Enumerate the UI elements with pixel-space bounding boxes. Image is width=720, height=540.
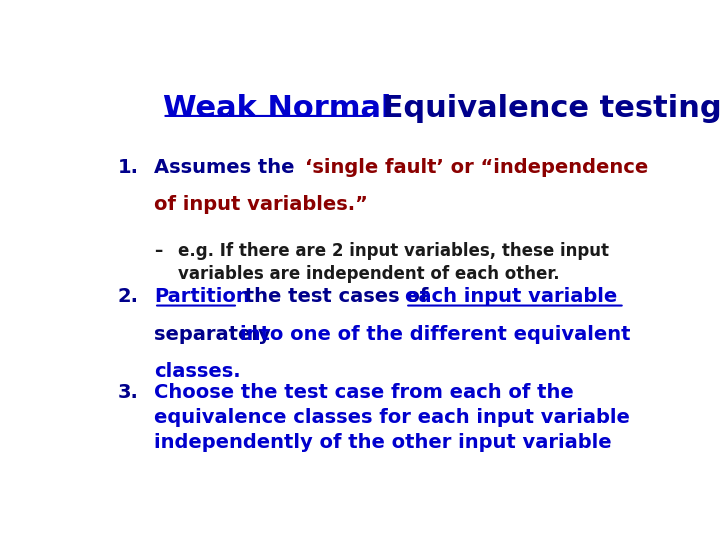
- Text: –: –: [154, 241, 163, 260]
- Text: e.g. If there are 2 input variables, these input
variables are independent of ea: e.g. If there are 2 input variables, the…: [178, 241, 609, 283]
- Text: of input variables.”: of input variables.”: [154, 194, 368, 213]
- Text: Choose the test case from each of the
equivalence classes for each input variabl: Choose the test case from each of the eq…: [154, 383, 630, 452]
- Text: 1.: 1.: [118, 158, 139, 177]
- Text: into one of the different equivalent: into one of the different equivalent: [240, 325, 630, 343]
- Text: Partition: Partition: [154, 287, 250, 306]
- Text: each input variable: each input variable: [405, 287, 618, 306]
- Text: classes.: classes.: [154, 362, 240, 381]
- Text: ‘single fault’ or “independence: ‘single fault’ or “independence: [305, 158, 648, 177]
- Text: 3.: 3.: [118, 383, 139, 402]
- Text: Weak Normal: Weak Normal: [163, 94, 391, 123]
- Text: Equivalence testing: Equivalence testing: [372, 94, 720, 123]
- Text: 2.: 2.: [118, 287, 139, 306]
- Text: the test cases of: the test cases of: [238, 287, 435, 306]
- Text: Assumes the: Assumes the: [154, 158, 302, 177]
- Text: separately: separately: [154, 325, 278, 343]
